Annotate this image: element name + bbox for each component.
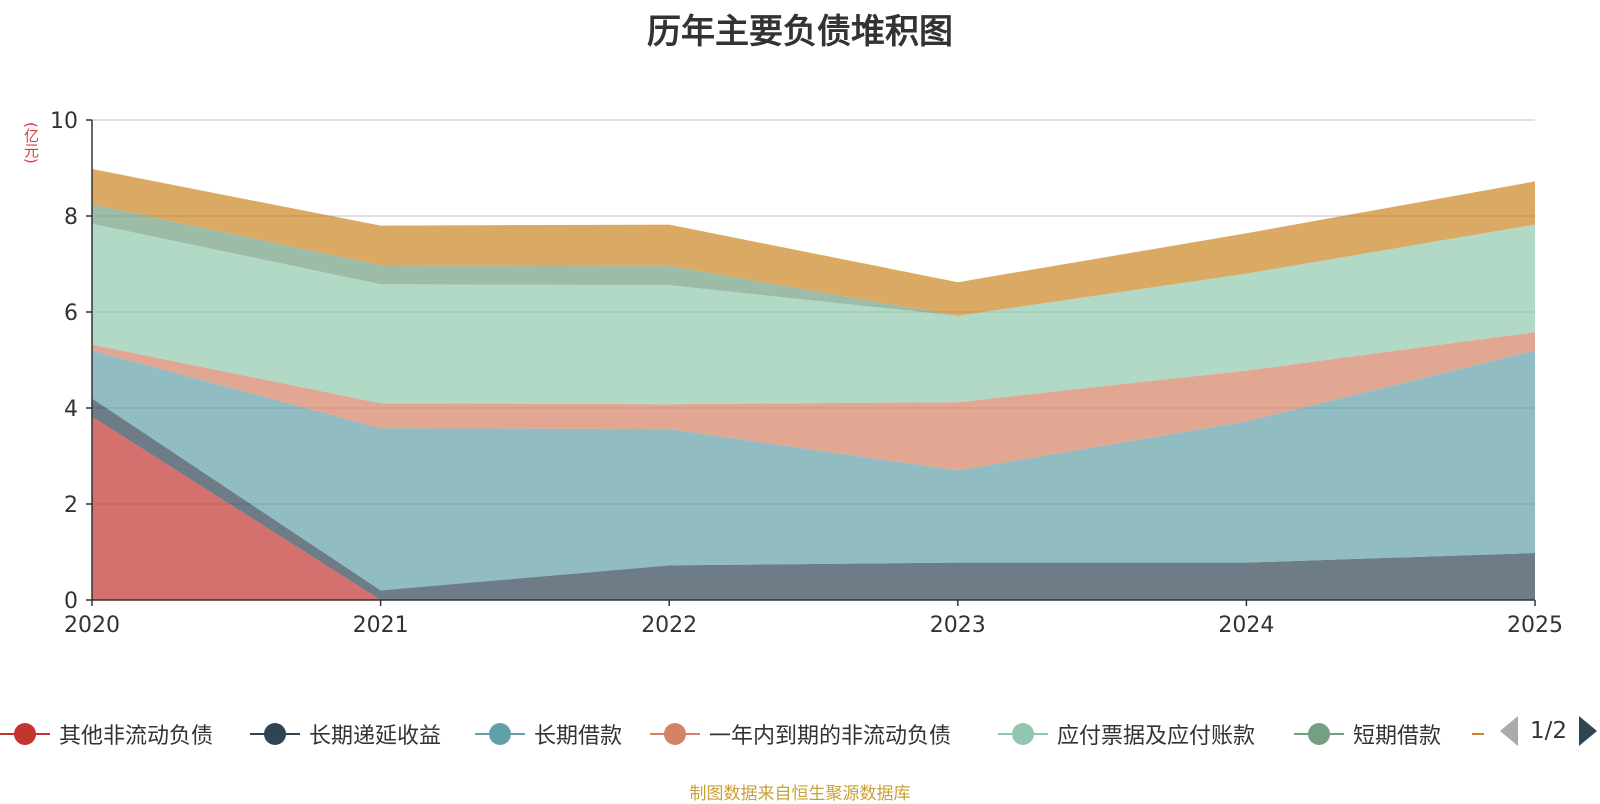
legend-prev-page-icon[interactable] — [1500, 716, 1518, 746]
y-tick-label: 8 — [64, 205, 78, 230]
y-axis-unit-label: (亿元) — [22, 122, 40, 164]
x-tick-label: 2025 — [1507, 613, 1563, 638]
area-series-0 — [92, 416, 1535, 600]
legend-label: 其他非流动负债 — [59, 724, 214, 749]
legend-label: 应付票据及应付账款 — [1057, 724, 1256, 749]
legend-marker-icon — [0, 722, 50, 746]
y-tick-label: 4 — [64, 397, 78, 422]
y-tick-label: 10 — [50, 109, 78, 134]
legend-label: 长期递延收益 — [309, 724, 442, 749]
area-series-6 — [92, 169, 1535, 316]
chart-title: 历年主要负债堆积图 — [647, 12, 953, 52]
legend: 其他非流动负债 长期递延收益 长期借款 一年内到期的非流动负债 应付票据及应付账款 短期借… — [0, 714, 1600, 754]
y-tick-label: 2 — [64, 493, 78, 518]
legend-marker-icon — [250, 722, 300, 746]
legend-item[interactable]: 短期借款 — [1294, 714, 1441, 754]
area-series-1 — [92, 398, 1535, 600]
area-series-2 — [92, 350, 1535, 591]
area-series-5 — [92, 204, 1535, 316]
legend-item[interactable]: 长期借款 — [475, 714, 622, 754]
legend-label: 短期借款 — [1353, 724, 1442, 749]
legend-marker-icon — [998, 722, 1048, 746]
legend-marker-icon — [1472, 733, 1484, 735]
x-tick-label: 2022 — [641, 613, 697, 638]
x-tick-label: 2023 — [930, 613, 986, 638]
legend-label: 长期借款 — [534, 724, 623, 749]
y-tick-label: 6 — [64, 301, 78, 326]
legend-marker-icon — [650, 722, 700, 746]
x-tick-label: 2024 — [1218, 613, 1274, 638]
legend-item[interactable]: 长期递延收益 — [250, 714, 441, 754]
legend-item[interactable]: 一年内到期的非流动负债 — [650, 714, 951, 754]
legend-item[interactable]: 其他非流动负债 — [0, 714, 213, 754]
area-series-3 — [92, 332, 1535, 471]
legend-page-indicator: 1/2 — [1530, 718, 1568, 744]
y-tick-label: 0 — [64, 589, 78, 614]
x-tick-label: 2020 — [64, 613, 120, 638]
legend-next-page-icon[interactable] — [1579, 716, 1598, 746]
area-series-4 — [92, 223, 1535, 405]
legend-marker-icon — [1294, 722, 1344, 746]
legend-pager: 1/2 — [1500, 716, 1598, 746]
legend-marker-icon — [475, 722, 525, 746]
legend-item-truncated[interactable] — [1472, 714, 1484, 754]
legend-label: 一年内到期的非流动负债 — [709, 724, 952, 749]
x-tick-label: 2021 — [353, 613, 409, 638]
data-source-note: 制图数据来自恒生聚源数据库 — [689, 784, 911, 804]
legend-item[interactable]: 应付票据及应付账款 — [998, 714, 1255, 754]
